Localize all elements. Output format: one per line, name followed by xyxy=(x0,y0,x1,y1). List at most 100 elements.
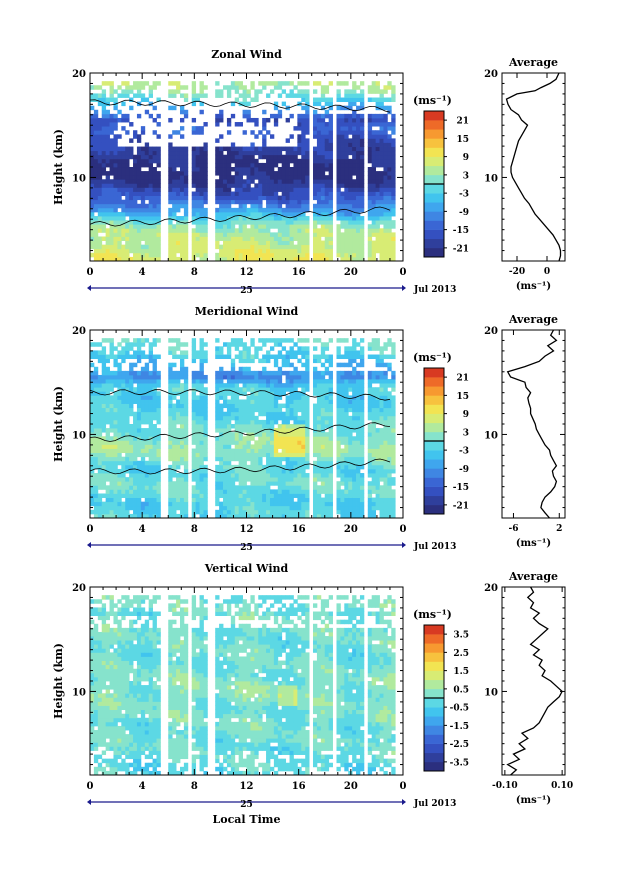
heatmap-cell xyxy=(242,342,247,347)
heatmap-cell xyxy=(226,464,232,470)
heatmap-cell xyxy=(336,350,341,355)
heatmap-cell xyxy=(168,220,173,225)
heatmap-cell xyxy=(93,485,99,490)
heatmap-cell xyxy=(324,370,330,376)
heatmap-cell xyxy=(183,399,189,404)
heatmap-cell xyxy=(391,130,396,135)
heatmap-cell xyxy=(383,171,388,176)
heatmap-cell xyxy=(371,248,377,254)
heatmap-cell xyxy=(344,117,349,123)
heatmap-cell xyxy=(101,179,107,184)
heatmap-cell xyxy=(344,130,349,135)
heatmap-cell xyxy=(367,154,373,160)
heatmap-cell xyxy=(140,162,146,168)
heatmap-cell xyxy=(352,207,357,213)
heatmap-cell xyxy=(289,224,294,229)
heatmap-cell xyxy=(172,428,177,433)
heatmap-cell xyxy=(285,81,290,86)
heatmap-cell xyxy=(336,199,341,205)
colorbar-tick-label: 3 xyxy=(463,171,469,181)
heatmap-cell xyxy=(109,424,114,429)
heatmap-cell xyxy=(183,477,189,482)
heatmap-cell xyxy=(117,167,122,172)
heatmap-cell xyxy=(348,142,353,147)
heatmap-cell xyxy=(375,117,380,123)
heatmap-cell xyxy=(340,150,345,156)
heatmap-cell xyxy=(367,113,373,119)
heatmap-cell xyxy=(246,150,251,156)
heatmap-cell xyxy=(148,101,153,107)
heatmap-cell xyxy=(129,497,134,503)
heatmap-cell xyxy=(262,191,267,197)
heatmap-cell xyxy=(117,379,122,384)
heatmap-cell xyxy=(140,509,146,515)
heatmap-cell xyxy=(281,146,287,152)
heatmap-cell xyxy=(223,509,228,515)
heatmap-cell xyxy=(336,191,341,197)
heatmap-cell xyxy=(140,154,146,160)
heatmap-cell xyxy=(352,138,357,143)
heatmap-cell xyxy=(356,207,361,213)
heatmap-cell xyxy=(179,105,185,111)
heatmap-cell xyxy=(289,403,294,409)
heatmap-cell xyxy=(242,403,247,409)
heatmap-cell xyxy=(277,248,283,254)
heatmap-cell xyxy=(136,113,142,119)
heatmap-cell xyxy=(219,216,224,221)
heatmap-cell xyxy=(277,240,283,246)
heatmap-cell xyxy=(348,489,353,494)
heatmap-cell xyxy=(113,509,118,515)
heatmap-cell xyxy=(379,117,384,123)
heatmap-cell xyxy=(324,485,330,490)
heatmap-cell xyxy=(136,150,142,156)
heatmap-cell xyxy=(203,485,208,490)
heatmap-cell xyxy=(352,513,357,519)
heatmap-cell xyxy=(101,379,107,384)
heatmap-cell xyxy=(199,187,204,192)
heatmap-cell xyxy=(391,191,396,197)
heatmap-cell xyxy=(101,481,107,486)
heatmap-cell xyxy=(215,146,220,152)
heatmap-cell xyxy=(352,436,357,441)
heatmap-cell xyxy=(203,187,208,192)
heatmap-cell xyxy=(324,240,330,246)
heatmap-cell xyxy=(101,428,107,433)
heatmap-cell xyxy=(105,134,110,139)
heatmap-cell xyxy=(328,489,333,494)
heatmap-cell xyxy=(359,175,365,180)
heatmap-cell xyxy=(223,179,228,184)
heatmap-cell xyxy=(305,493,310,498)
heatmap-cell xyxy=(148,183,153,188)
heatmap-cell xyxy=(336,444,341,449)
heatmap-cell xyxy=(133,240,138,246)
heatmap-cell xyxy=(168,411,173,417)
heatmap-cell xyxy=(301,432,306,437)
heatmap-cell xyxy=(101,473,107,478)
heatmap-cell xyxy=(117,256,122,262)
heatmap-cell xyxy=(136,187,142,192)
heatmap-cell xyxy=(97,440,103,445)
heatmap-cell xyxy=(172,513,177,519)
heatmap-cell xyxy=(320,89,326,94)
heatmap-cell xyxy=(277,256,283,262)
heatmap-cell xyxy=(281,244,287,250)
heatmap-cell xyxy=(93,354,99,360)
heatmap-cell xyxy=(367,236,373,241)
heatmap-cell xyxy=(191,350,197,355)
heatmap-cell xyxy=(258,379,263,384)
heatmap-cell xyxy=(90,485,95,490)
heatmap-cell xyxy=(258,256,263,262)
heatmap-cell xyxy=(320,199,326,205)
heatmap-cell xyxy=(140,477,146,482)
heatmap-cell xyxy=(109,440,114,445)
heatmap-cell xyxy=(191,158,197,164)
heatmap-cell xyxy=(109,97,114,103)
heatmap-cell xyxy=(262,432,267,437)
heatmap-cell xyxy=(234,403,240,409)
heatmap-cell xyxy=(352,142,357,147)
heatmap-cell xyxy=(172,146,177,152)
heatmap-cell xyxy=(266,81,271,86)
heatmap-cell xyxy=(242,440,247,445)
heatmap-cell xyxy=(144,403,150,409)
heatmap-cell xyxy=(281,101,287,107)
